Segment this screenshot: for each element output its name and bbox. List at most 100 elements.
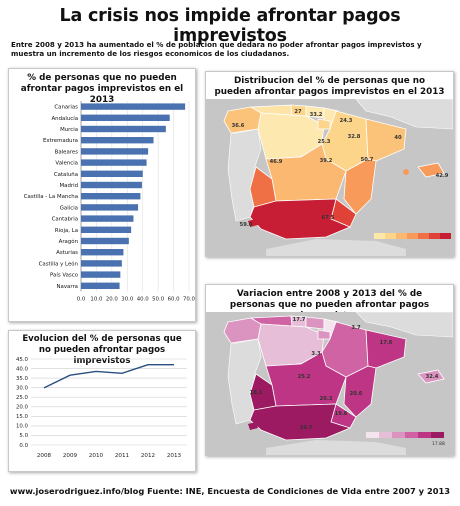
bar [81,193,141,200]
bar-category-label: Galicia [60,205,78,211]
map-variation-panel: Variacion entre 2008 y 2013 del % de per… [205,284,454,456]
bar-x-tick: 40.0 [137,296,150,302]
map2-value-label: 17.6 [380,340,393,346]
line-y-tick: 35.0 [16,376,29,382]
bar-x-tick: 70.0 [183,296,195,302]
region-galicia [223,106,262,134]
bar-category-label: Castilla - La Mancha [24,194,78,200]
region-baleares [417,162,445,178]
bar-category-label: Canarias [54,105,78,111]
line-y-tick: 15.0 [16,414,29,420]
line-x-tick: 2013 [167,453,182,459]
bar [81,125,166,133]
region-valencia [343,158,377,215]
bar-category-label: Extremadura [43,138,78,144]
map2-value-label: 18.1 [250,390,263,396]
map1-value-label: 39.2 [320,158,333,164]
bar [81,237,129,245]
map2-value-label: 32.4 [426,374,439,380]
bar [81,137,154,144]
map2-value-label: 20.6 [350,391,363,397]
bar [81,114,170,121]
line-x-tick: 2009 [63,453,78,459]
bar-category-label: Baleares [55,149,79,155]
line-chart: 0.0 5.0 10.0 15.0 20.0 25.0 30.0 35.0 40.0 45.0 20… [16,357,187,459]
intro-text: Entre 2008 y 2013 ha aumentado el % de p… [11,40,422,58]
bar-chart-title: % de personas que no pueden afrontar pag… [20,73,184,105]
map2-value-label: 3.7 [351,325,361,331]
bar [81,204,139,211]
bar-x-tick: 60.0 [168,296,181,302]
bar [81,181,142,189]
line-x-tick: 2012 [141,453,155,459]
map2-value-label: 17.7 [293,317,306,323]
line-y-tick: 40.0 [16,366,29,372]
map-2013-panel: Distribucion del % de personas que no pu… [205,71,454,257]
line-y-tick: 25.0 [16,395,29,401]
line-y-tick: 10.0 [16,424,29,430]
bar-category-label: Cataluña [54,172,78,178]
bar [81,260,122,267]
map1-value-label: 59.0 [240,222,253,228]
bar-x-tick: 30.0 [121,296,134,302]
region-rioja [317,118,331,130]
bar [81,249,124,256]
line-y-tick: 5.0 [19,433,28,439]
line-x-tick: 2008 [37,453,52,459]
map2-legend-tick: 17.88 [432,441,445,447]
map-2013-title: Distribucion del % de personas que no pu… [206,72,453,101]
bar-x-tick: 50.0 [152,296,165,302]
map2-value-label: 3.3 [311,351,321,357]
bar-category-label: País Vasco [50,272,78,279]
bar-category-label: Andalucía [51,115,78,122]
map2-value-label: 19.6 [335,411,348,417]
bar-x-tick: 10.0 [90,296,103,302]
bar-category-label: Valencia [55,161,78,167]
map2-value-label: 19.7 [300,425,313,431]
map1-value-label: 25.3 [318,139,331,145]
page-title: La crisis nos impide afrontar pagos impr… [59,6,401,46]
map-2013: 27 33.2 24.3 36.6 32.8 40 25.3 39.2 50.7 46.9 42.9… [206,99,453,256]
line-series [43,364,174,389]
bar-category-label: Rioja, La [55,228,78,234]
bar [81,282,120,289]
line-chart-panel: Evolucion del % de personas que no puede… [8,330,196,472]
region-canarias [248,219,258,227]
bar-chart: 0.0 10.0 20.0 30.0 40.0 50.0 60.0 70.0 Canarias A… [24,101,195,302]
bar-category-label: Castilla y León [39,260,78,267]
region-cataluna [365,118,407,162]
map1-value-label: 46.9 [270,159,283,165]
bar-category-label: Murcia [60,127,78,133]
map2-value-label: 25.2 [298,374,311,380]
bar [81,159,147,166]
line-y-tick: 30.0 [16,385,29,391]
map1-value-label: 24.3 [340,118,353,124]
bar-category-label: Asturias [56,250,78,256]
line-x-tick: 2010 [89,453,104,459]
bar-x-tick: 0.0 [77,296,86,302]
map1-value-label: 40 [394,135,402,141]
bar-category-label: Madrid [59,183,78,189]
line-y-tick: 45.0 [16,357,29,363]
map-variation: 17.88 17.7 3.7 3.3 17.6 25.2 18.1 20.6 20.3 19.7… [206,312,453,455]
bar [81,226,132,233]
bar [81,215,134,222]
bar-category-label: Navarra [57,284,78,290]
map1-value-label: 36.6 [232,123,245,129]
bar [81,148,149,155]
bar [81,103,186,110]
map2-value-label: 20.3 [320,396,333,402]
footer-source: www.joserodriguez.info/blog Fuente: INE,… [9,486,451,496]
line-y-tick: 20.0 [16,405,29,411]
map1-value-label: 42.9 [436,173,449,179]
map1-value-label: 67.5 [322,215,335,221]
map1-value-label: 27 [294,109,302,115]
bar-chart-panel: % de personas que no pueden afrontar pag… [8,68,196,322]
map1-value-label: 50.7 [361,157,374,163]
line-x-tick: 2011 [115,453,130,459]
map1-value-label: 32.8 [348,134,361,140]
bar [81,271,121,278]
line-chart-title: Evolucion del % de personas que no puede… [22,334,182,366]
line-y-tick: 0.0 [19,443,28,449]
bar-category-label: Aragón [59,238,78,245]
